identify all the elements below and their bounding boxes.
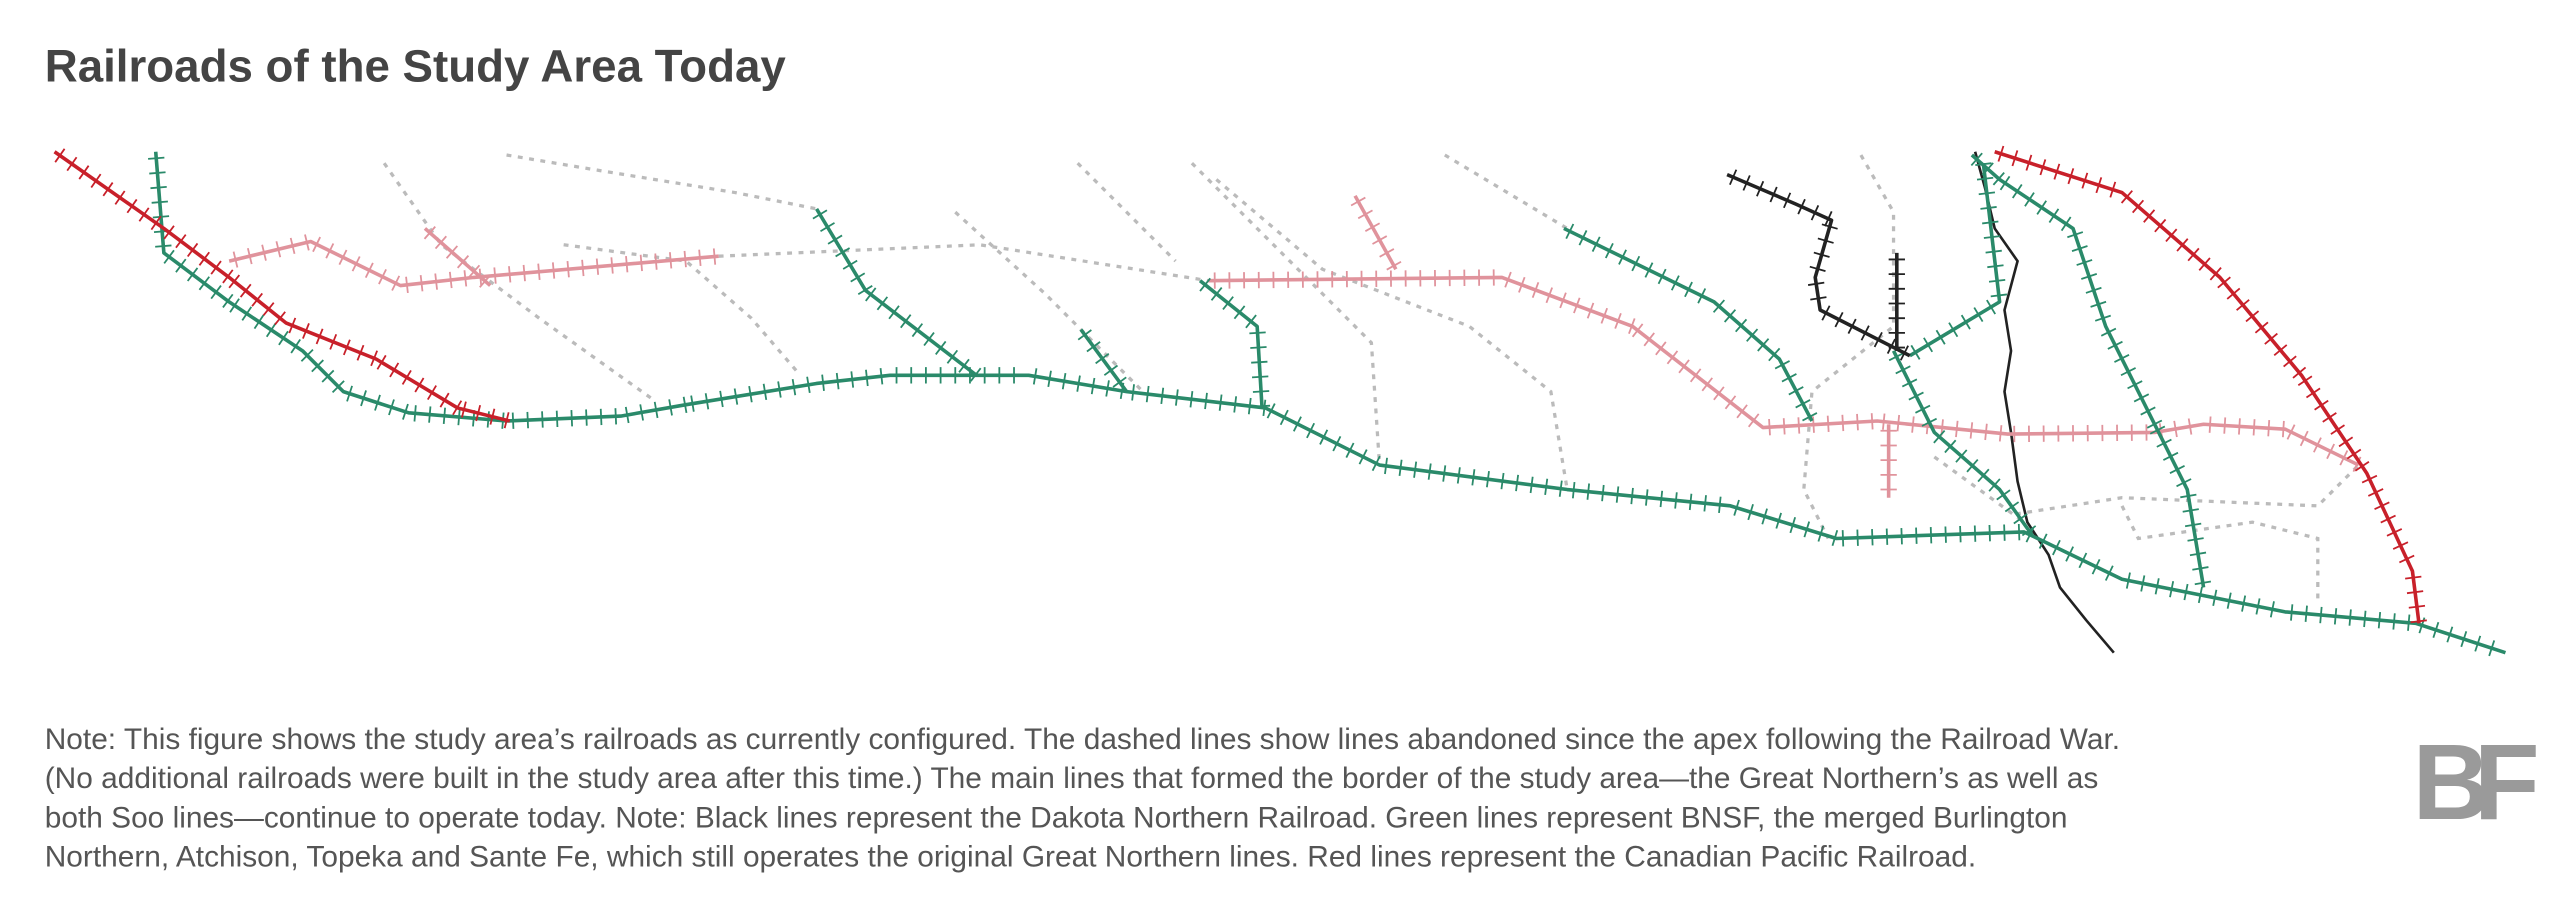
abandoned-line [1443,153,1569,230]
abandoned-line [718,243,1209,283]
rail-ties [423,226,492,288]
note-line: (No additional railroads were built in t… [45,762,2099,795]
rail-line [1970,153,2206,588]
rail-ties [812,209,982,382]
abandoned-line [563,243,802,377]
abandoned-line [1076,162,1177,263]
rail-ties [1880,429,1897,491]
rail-ties [232,234,717,294]
abandoned-line [1215,178,1569,490]
rail-ties [1997,145,2427,624]
rail-ties [1213,269,2362,472]
railroad-map [53,145,2507,657]
rail-ties [54,148,510,429]
abandoned-line [1802,154,1896,540]
abandoned-line [382,162,655,402]
rail-line [815,207,978,377]
rail-line [1208,275,2360,467]
rail-line [1563,226,1814,422]
title: Railroads of the Study Area Today [45,41,787,92]
abandoned-line [954,210,1145,393]
abandoned-line [2015,463,2360,516]
rail-line [1079,328,1129,393]
rail-line [228,239,719,288]
rail-line [1994,150,2421,624]
rail-line [153,151,2507,655]
note-line: Note: This figure shows the study area’s… [45,723,2120,756]
rail-line [1353,194,1398,271]
abandoned-line [1190,162,1382,466]
rail-ties [1199,277,1271,408]
rail-ties [1888,258,1905,349]
rail-line [1198,279,1264,409]
note-line: both Soo lines—continue to operate today… [45,801,2068,834]
river [1973,151,2115,654]
rail-ties [1729,169,1909,361]
abandoned-line [506,153,817,211]
rail-line [1908,162,2002,358]
rail-ties [1970,152,2212,586]
rail-ties [1910,162,2008,360]
rail-ties [148,156,2496,657]
rail-ties [1565,223,1818,422]
rail-ties [1077,329,1127,388]
rail-ties [1888,352,2037,537]
rail-ties [1350,196,1402,271]
rail-line [1726,172,1911,358]
abandoned-line [1933,455,2026,524]
logo: BF [2412,722,2535,842]
abandoned-line [2120,505,2320,604]
note-line: Northern, Atchison, Topeka and Sante Fe,… [45,840,1976,873]
rail-line [1891,350,2034,537]
rail-line [423,227,492,287]
